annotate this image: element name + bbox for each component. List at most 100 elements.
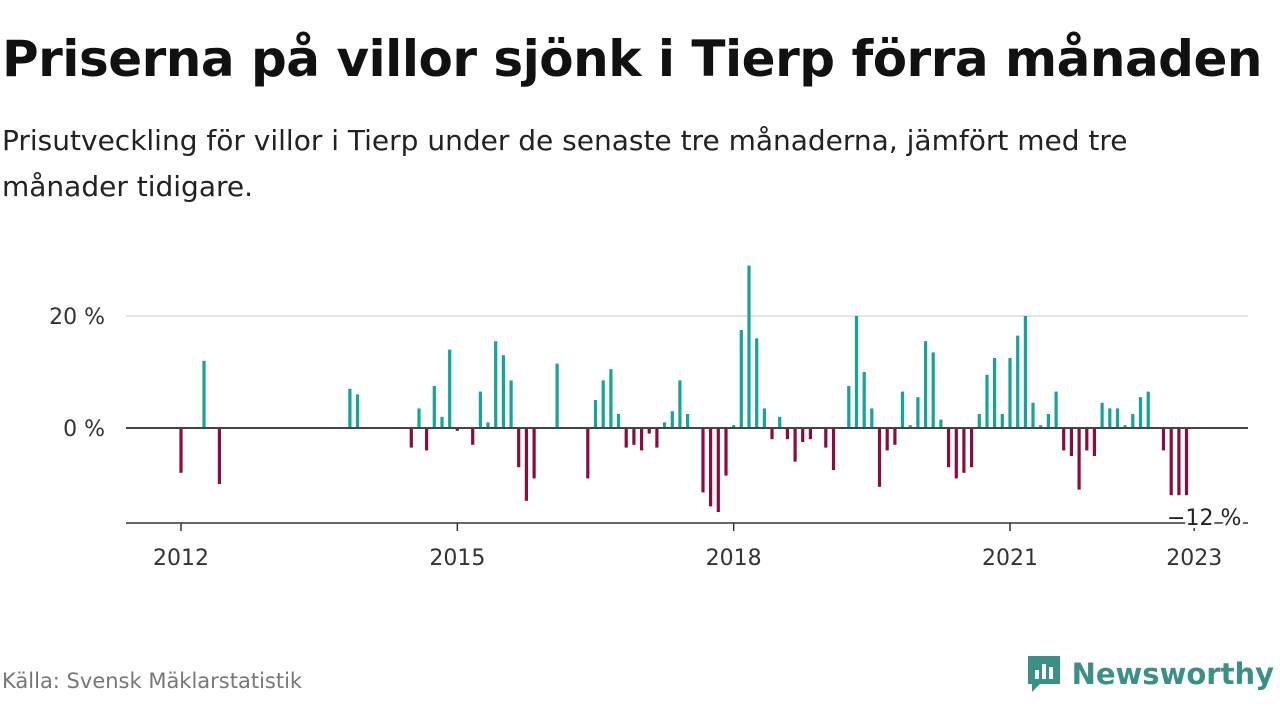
bar (486, 422, 490, 428)
bar (1131, 414, 1135, 428)
bar (524, 428, 528, 501)
bar (977, 414, 981, 428)
bar (916, 397, 920, 428)
bar (747, 265, 751, 428)
bar (601, 380, 605, 428)
bar (1054, 391, 1058, 428)
bar (954, 428, 958, 479)
bar (824, 428, 828, 448)
bar (1008, 358, 1012, 428)
chart-title: Priserna på villor sjönk i Tierp förra m… (2, 30, 1262, 88)
bar (555, 363, 559, 428)
bar (709, 428, 713, 507)
bar (448, 349, 452, 428)
source-note: Källa: Svensk Mäklarstatistik (2, 669, 303, 693)
bar (640, 428, 644, 451)
bar (478, 391, 482, 428)
bar (801, 428, 805, 442)
bar (1023, 316, 1027, 428)
bar (716, 428, 720, 512)
bar (425, 428, 429, 451)
bar (1062, 428, 1066, 451)
bar (885, 428, 889, 451)
bar (1108, 408, 1112, 428)
bar (670, 411, 674, 428)
bar (900, 391, 905, 428)
bar (609, 369, 613, 428)
latest-value-label: −12 % (1167, 506, 1241, 531)
bar (501, 355, 505, 428)
bar (217, 428, 221, 484)
bar (1115, 408, 1120, 428)
y-tick-label: 20 % (49, 305, 105, 330)
bar (632, 428, 636, 445)
bar (586, 428, 590, 479)
bar (1161, 428, 1166, 451)
bar (755, 338, 759, 428)
bar (532, 428, 536, 479)
bar (724, 428, 728, 476)
bar (924, 341, 928, 428)
x-tick-label: 2015 (429, 546, 485, 571)
bar (1031, 402, 1035, 428)
bar (854, 316, 859, 428)
bar (494, 341, 498, 428)
bar (1100, 402, 1104, 428)
bar (624, 428, 628, 448)
bar (862, 372, 866, 428)
bar (1039, 425, 1043, 428)
x-tick-label: 2012 (153, 546, 209, 571)
bar (678, 380, 682, 428)
bar (432, 386, 436, 428)
brand-name: Newsworthy (1071, 657, 1274, 691)
bar (517, 428, 521, 468)
bar (847, 386, 851, 428)
bar (1138, 397, 1143, 428)
bar (686, 414, 690, 428)
bar (593, 400, 598, 428)
bar (647, 428, 651, 434)
bar (417, 408, 421, 428)
bar (655, 428, 659, 448)
bar (355, 394, 360, 428)
x-tick-label: 2023 (1166, 546, 1222, 571)
bar (993, 358, 997, 428)
bar (1092, 428, 1096, 456)
bar (179, 428, 183, 473)
bar (409, 428, 413, 448)
bar (663, 422, 667, 428)
bar (616, 414, 621, 428)
bar (985, 374, 989, 428)
bar (1046, 414, 1050, 428)
bar (931, 352, 935, 428)
bar (1016, 335, 1020, 428)
bar (202, 360, 206, 428)
bar (877, 428, 882, 487)
bar (1184, 428, 1189, 496)
bar (808, 428, 812, 440)
x-tick-label: 2021 (982, 546, 1038, 571)
bar (1146, 391, 1150, 428)
bar (893, 428, 897, 445)
bar (440, 416, 444, 428)
brand-logo-group[interactable]: Newsworthy (1026, 654, 1274, 694)
bar (348, 388, 352, 428)
bar (762, 408, 766, 428)
bar (732, 425, 736, 428)
bar (770, 428, 774, 440)
bar (509, 380, 513, 428)
bar (1123, 425, 1127, 428)
bar (1085, 428, 1089, 451)
bar (785, 428, 789, 440)
y-tick-label: 0 % (63, 417, 105, 442)
bar (1000, 414, 1004, 428)
bar (471, 428, 475, 445)
bar (831, 428, 836, 470)
bar (870, 408, 874, 428)
x-tick-label: 2018 (706, 546, 762, 571)
bar (962, 428, 966, 473)
bar (739, 330, 743, 428)
bar-chart: 0 % 20 % 2012 2015 2018 2021 2023 −12 % (49, 265, 1248, 571)
bar (778, 416, 782, 428)
chart-subtitle: Prisutveckling för villor i Tierp under … (2, 124, 1128, 203)
